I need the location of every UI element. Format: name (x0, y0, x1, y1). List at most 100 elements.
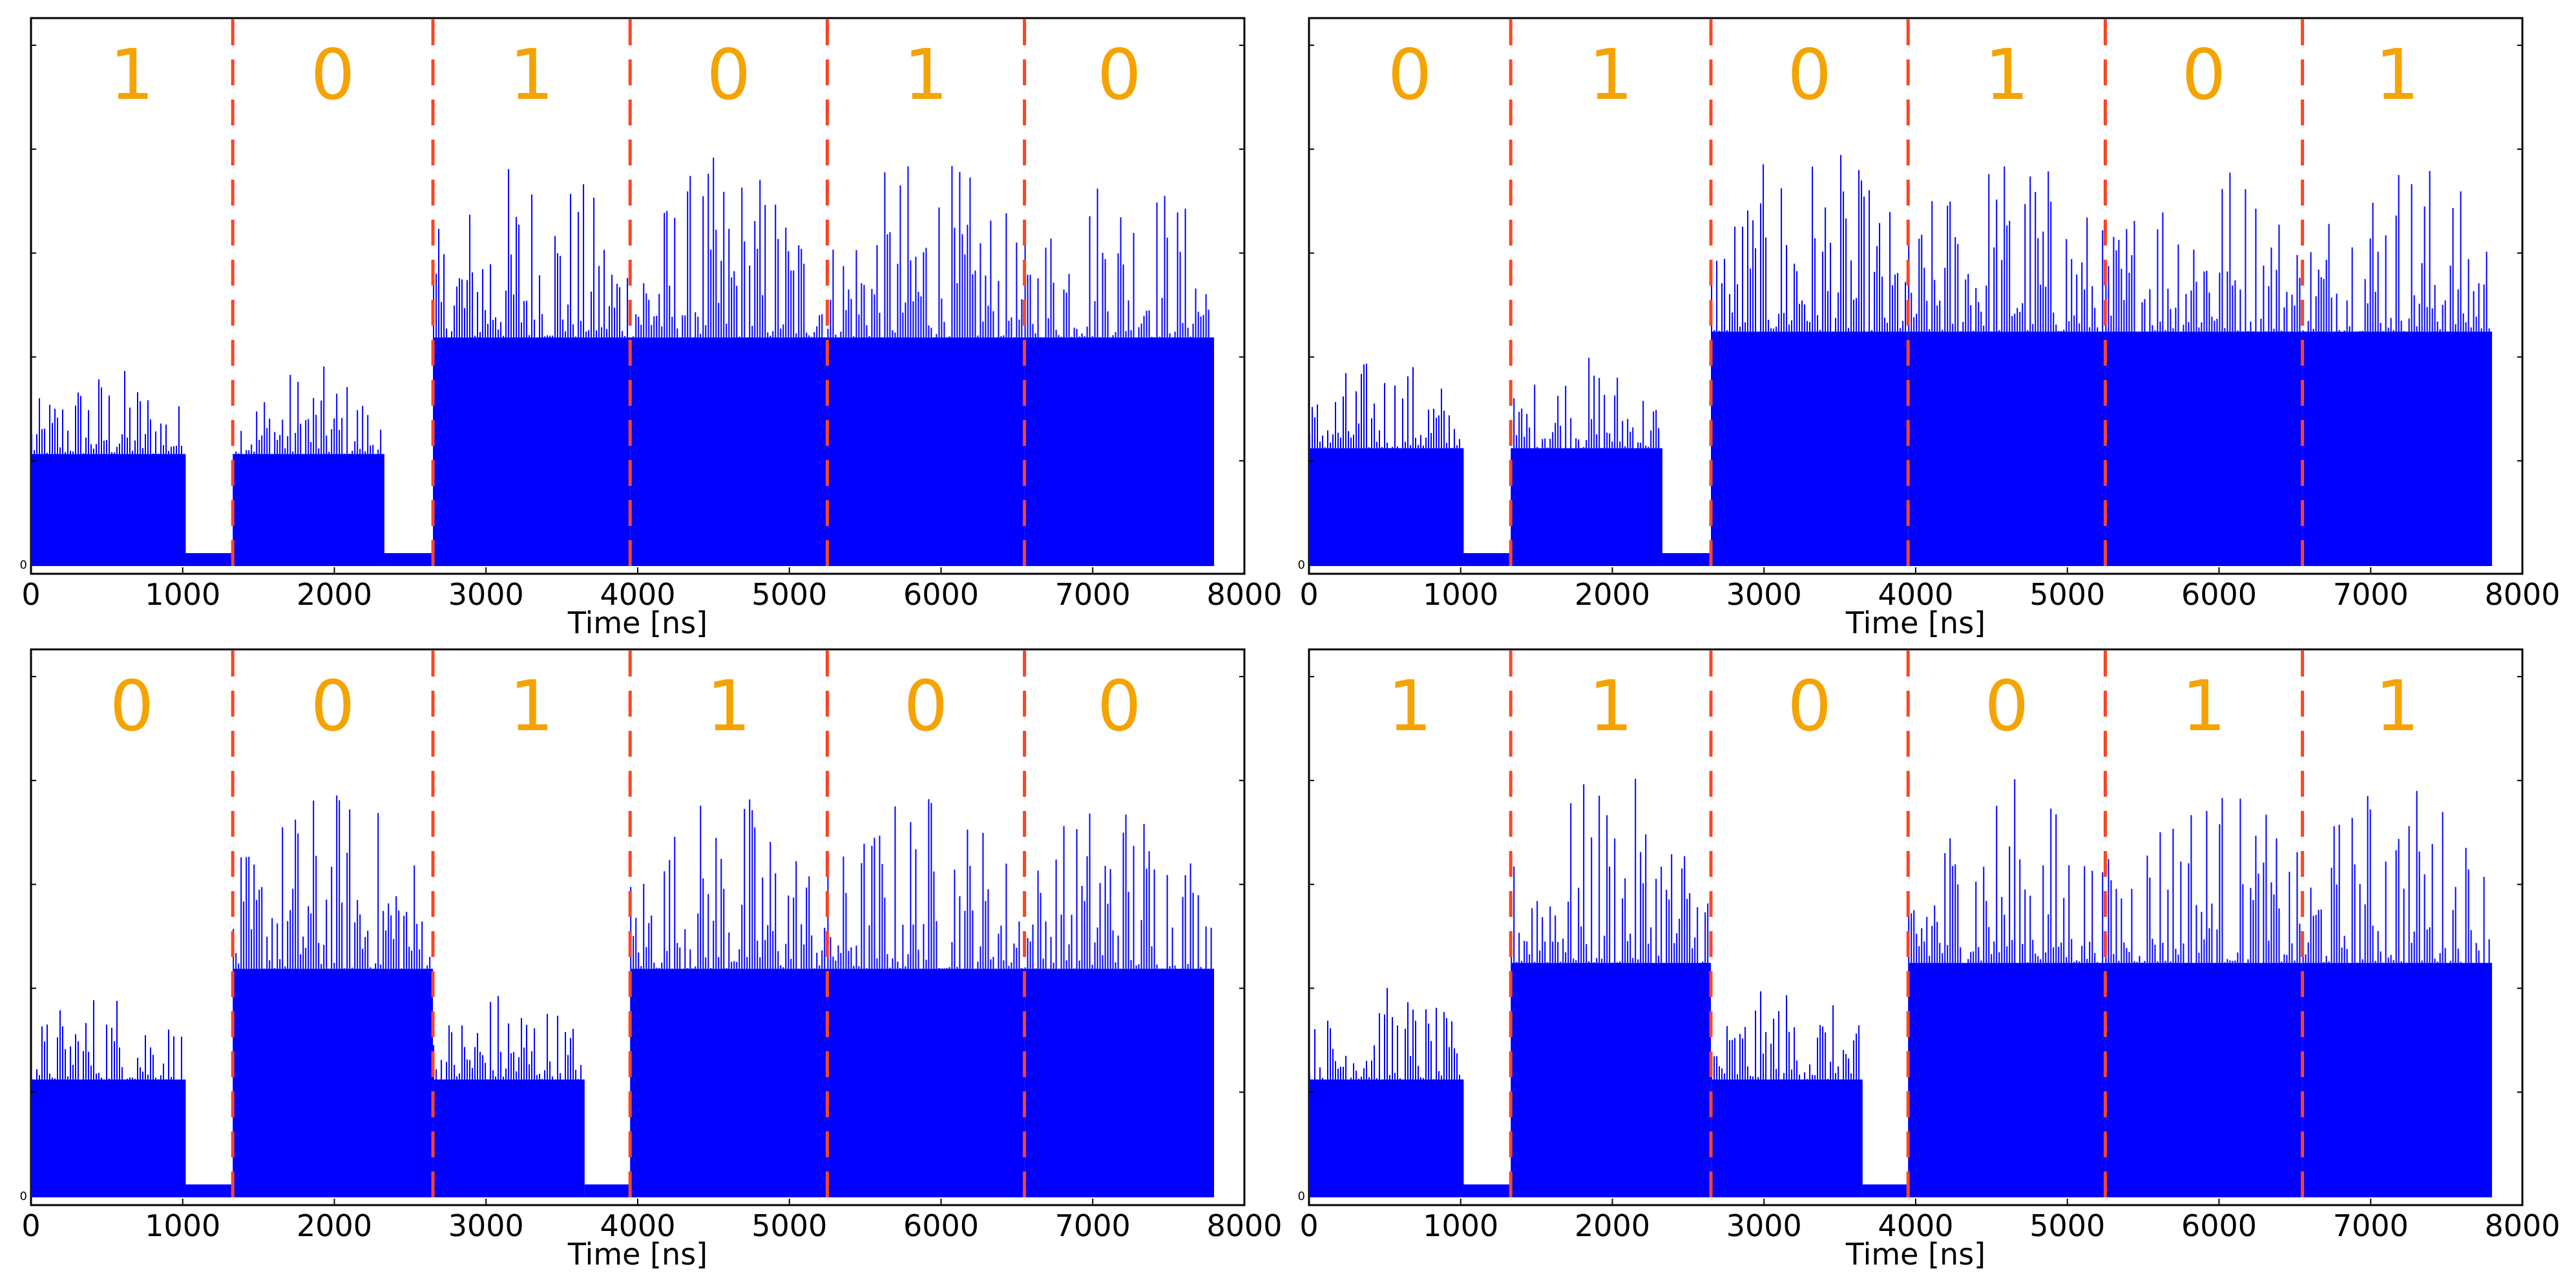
signal-body-bar (2302, 963, 2493, 1196)
x-tick-label: 8000 (2484, 1208, 2560, 1243)
y-tick-label: 0 (20, 1190, 27, 1203)
signal-segment-4 (630, 799, 828, 1196)
x-tick-label: 3000 (1726, 1208, 1802, 1243)
signal-segment-3 (433, 996, 631, 1196)
bit-label: 1 (2182, 666, 2226, 747)
x-tick-label: 0 (21, 1208, 40, 1243)
signal-body-bar (827, 337, 1025, 565)
x-tick-label: 0 (21, 577, 40, 612)
bit-label: 0 (1388, 35, 1432, 116)
x-axis-label: Time [ns] (1845, 605, 1985, 640)
bit-label: 1 (1589, 35, 1633, 116)
signal-body-bar (2105, 331, 2303, 565)
x-tick-label: 3000 (448, 1208, 524, 1243)
bit-label: 0 (1097, 666, 1142, 747)
bit-label: 1 (1589, 666, 1633, 747)
signal-segment-6 (2302, 791, 2493, 1196)
bit-label: 0 (1787, 666, 1832, 747)
bit-label: 1 (110, 35, 154, 116)
y-tick-label: 0 (1298, 558, 1305, 572)
y-tick-label: 0 (20, 558, 27, 572)
bit-label: 0 (706, 35, 751, 116)
bit-label: 0 (1787, 35, 1832, 116)
signal-segment-1 (1309, 987, 1511, 1196)
bit-label: 0 (2182, 35, 2226, 116)
bit-label: 1 (904, 35, 948, 116)
signal-body-bar (1309, 448, 1464, 565)
signal-segment-6 (1024, 188, 1215, 565)
x-tick-label: 5000 (2029, 1208, 2105, 1243)
bit-label: 0 (1984, 666, 2029, 747)
signal-segment-5 (827, 799, 1025, 1196)
signal-body-bar (433, 1079, 585, 1196)
bit-label: 1 (509, 35, 554, 116)
signal-segment-3 (1711, 154, 1909, 565)
x-axis-label: Time [ns] (567, 1237, 707, 1272)
signal-segment-2 (1511, 779, 1712, 1196)
idle-floor-bar (1463, 1184, 1511, 1196)
panel-top-left: 1 0 1 0 1 000 1000 2000 3000 4000 5000 6000 7000 8000… (20, 17, 1283, 640)
x-tick-label: 4000 (1878, 1208, 1953, 1243)
x-tick-label: 2000 (1575, 1208, 1650, 1243)
x-tick-label: 7000 (2333, 577, 2409, 612)
idle-floor-bar (1662, 553, 1712, 565)
signal-segment-5 (2105, 173, 2303, 565)
signal-body-bar (433, 337, 631, 565)
bit-label: 1 (706, 666, 751, 747)
bit-label: 1 (509, 666, 554, 747)
bit-label: 0 (110, 666, 154, 747)
signal-body-bar (2105, 963, 2303, 1196)
x-axis-label: Time [ns] (567, 605, 707, 640)
idle-floor-bar (1463, 553, 1511, 565)
signal-body-bar (2302, 331, 2493, 565)
x-tick-label: 0 (1299, 1208, 1318, 1243)
x-axis-label: Time [ns] (1845, 1237, 1985, 1272)
panel-bottom-left: 0 0 1 1 0 000 1000 2000 3000 4000 5000 6000 7000 8000… (20, 648, 1283, 1272)
signal-body-bar (31, 454, 186, 565)
signal-segment-1 (1309, 363, 1511, 565)
signal-segment-3 (433, 169, 631, 565)
x-tick-label: 4000 (600, 1208, 675, 1243)
x-tick-label: 5000 (751, 1208, 827, 1243)
bit-label: 0 (311, 666, 355, 747)
x-tick-label: 1000 (145, 577, 220, 612)
x-tick-label: 2000 (297, 1208, 372, 1243)
idle-floor-bar (384, 553, 434, 565)
signal-segment-5 (827, 165, 1025, 565)
bit-label: 1 (1388, 666, 1432, 747)
signal-body-bar (1908, 331, 2106, 565)
signal-body-bar (233, 454, 384, 565)
x-tick-label: 7000 (2333, 1208, 2409, 1243)
signal-segment-4 (1908, 166, 2106, 565)
signal-body-bar (1511, 448, 1662, 565)
x-tick-label: 0 (1299, 577, 1318, 612)
signal-segment-2 (1511, 357, 1712, 565)
idle-floor-bar (185, 1184, 233, 1196)
x-tick-label: 6000 (903, 577, 979, 612)
signal-body-bar (1511, 963, 1712, 1196)
signal-body-bar (1711, 331, 1909, 565)
x-tick-label: 5000 (751, 577, 827, 612)
x-tick-label: 6000 (2181, 1208, 2257, 1243)
signal-segment-2 (233, 366, 434, 565)
x-tick-label: 4000 (600, 577, 675, 612)
signal-segment-4 (630, 158, 828, 565)
signal-body-bar (1024, 969, 1215, 1196)
x-tick-label: 3000 (448, 577, 524, 612)
panel-top-right: 0 1 0 1 0 1 0 0 1000 2000 3000 4000 5000 6000 7000 8000… (1298, 17, 2560, 640)
signal-body-bar (1908, 963, 2106, 1196)
idle-floor-bar (584, 1184, 631, 1196)
x-tick-label: 1000 (145, 1208, 220, 1243)
signal-body-bar (1309, 1079, 1464, 1196)
x-tick-label: 5000 (2029, 577, 2105, 612)
signal-body-bar (630, 337, 828, 565)
signal-body-bar (630, 969, 828, 1196)
panel-bottom-right: 1 1 0 0 1 1 0 0 1000 2000 3000 4000 5000 6000 7000 8000… (1298, 648, 2560, 1272)
idle-floor-bar (185, 553, 233, 565)
x-tick-label: 1000 (1423, 577, 1498, 612)
x-tick-label: 1000 (1423, 1208, 1498, 1243)
signal-segment-1 (31, 371, 233, 565)
signal-segment-5 (2105, 797, 2303, 1196)
x-tick-label: 8000 (1206, 577, 1282, 612)
bit-label: 0 (904, 666, 948, 747)
